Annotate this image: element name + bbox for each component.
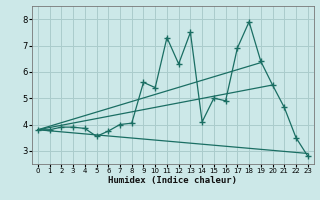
X-axis label: Humidex (Indice chaleur): Humidex (Indice chaleur): [108, 176, 237, 185]
